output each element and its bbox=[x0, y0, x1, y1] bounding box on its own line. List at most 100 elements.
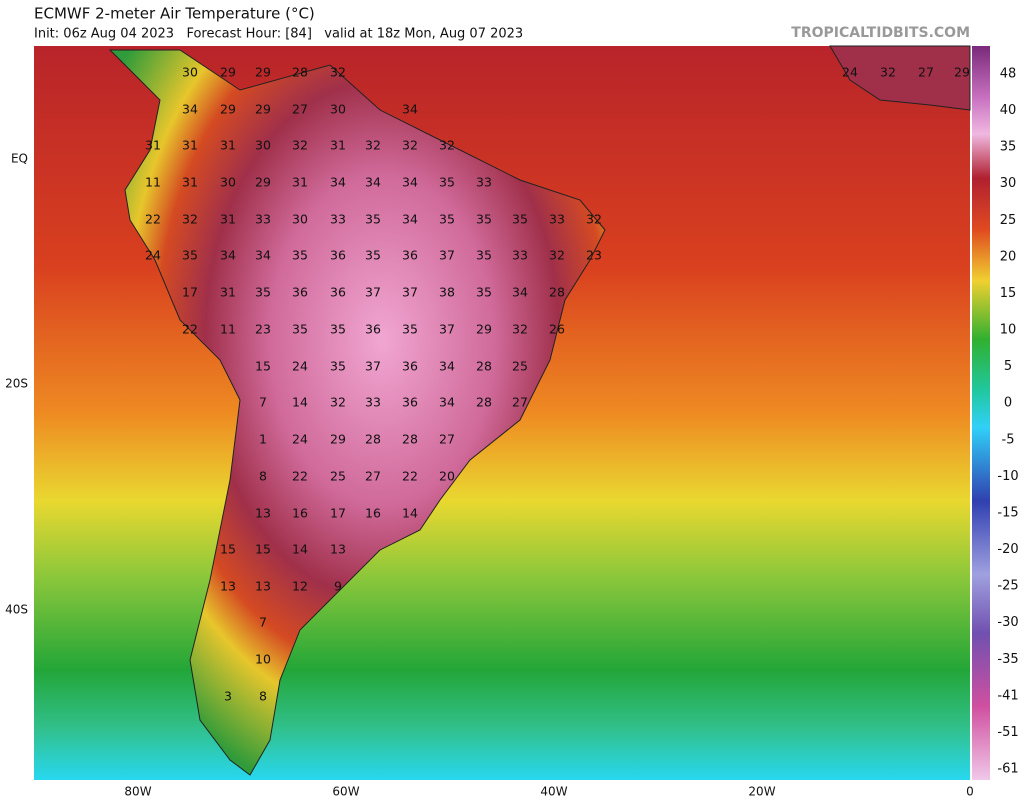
temperature-label: 37 bbox=[439, 322, 455, 337]
temperature-label: 20 bbox=[439, 469, 455, 484]
temperature-label: 7 bbox=[259, 395, 267, 410]
temperature-label: 35 bbox=[439, 175, 455, 190]
temperature-label: 35 bbox=[476, 248, 492, 263]
colorbar-label: -51 bbox=[997, 725, 1018, 740]
temperature-label: 29 bbox=[330, 432, 346, 447]
temperature-label: 23 bbox=[586, 248, 602, 263]
lon-label: 20W bbox=[748, 785, 775, 799]
colorbar-label: 48 bbox=[1000, 67, 1017, 82]
temperature-label: 34 bbox=[255, 248, 271, 263]
temperature-label: 29 bbox=[255, 102, 271, 117]
temperature-label: 28 bbox=[549, 285, 565, 300]
temperature-label: 37 bbox=[365, 285, 381, 300]
colorbar-label: -41 bbox=[997, 688, 1018, 703]
temperature-label: 34 bbox=[512, 285, 528, 300]
colorbar-label: -20 bbox=[997, 542, 1018, 557]
temperature-label: 36 bbox=[365, 322, 381, 337]
temperature-label: 35 bbox=[476, 285, 492, 300]
temperature-label: 15 bbox=[255, 542, 271, 557]
temperature-label: 33 bbox=[549, 212, 565, 227]
colorbar-label: -25 bbox=[997, 579, 1018, 594]
temperature-label: 24 bbox=[145, 248, 161, 263]
colorbar-label: 40 bbox=[1000, 103, 1017, 118]
temperature-label: 35 bbox=[402, 322, 418, 337]
temperature-label: 30 bbox=[182, 65, 198, 80]
temperature-label: 35 bbox=[292, 322, 308, 337]
temperature-label: 3 bbox=[224, 689, 232, 704]
temperature-label: 24 bbox=[842, 65, 858, 80]
temperature-label: 35 bbox=[365, 212, 381, 227]
africa bbox=[829, 45, 971, 111]
lat-label: 40S bbox=[5, 603, 28, 617]
temperature-label: 11 bbox=[145, 175, 161, 190]
temperature-label: 31 bbox=[145, 138, 161, 153]
temperature-label: 16 bbox=[292, 506, 308, 521]
temperature-label: 36 bbox=[402, 359, 418, 374]
temperature-label: 16 bbox=[365, 506, 381, 521]
temperature-label: 8 bbox=[259, 469, 267, 484]
temperature-label: 32 bbox=[292, 138, 308, 153]
temperature-label: 17 bbox=[182, 285, 198, 300]
temperature-label: 29 bbox=[954, 65, 970, 80]
temperature-label: 32 bbox=[365, 138, 381, 153]
temperature-label: 36 bbox=[402, 248, 418, 263]
temperature-label: 33 bbox=[255, 212, 271, 227]
temperature-label: 37 bbox=[402, 285, 418, 300]
temperature-label: 33 bbox=[512, 248, 528, 263]
lat-label: 20S bbox=[5, 377, 28, 391]
colorbar-label: -61 bbox=[997, 762, 1018, 777]
temperature-label: 8 bbox=[259, 689, 267, 704]
temperature-label: 31 bbox=[220, 285, 236, 300]
lat-label: EQ bbox=[11, 152, 28, 166]
colorbar-label: 25 bbox=[1000, 213, 1017, 228]
colorbar-label: -35 bbox=[997, 652, 1018, 667]
temperature-label: 32 bbox=[549, 248, 565, 263]
temperature-label: 22 bbox=[292, 469, 308, 484]
temperature-label: 37 bbox=[365, 359, 381, 374]
colorbar-label: -15 bbox=[997, 505, 1018, 520]
temperature-label: 28 bbox=[476, 395, 492, 410]
temperature-label: 25 bbox=[330, 469, 346, 484]
temperature-label: 36 bbox=[330, 248, 346, 263]
temperature-label: 34 bbox=[402, 102, 418, 117]
temperature-label: 29 bbox=[220, 65, 236, 80]
temperature-label: 28 bbox=[365, 432, 381, 447]
temperature-label: 30 bbox=[220, 175, 236, 190]
temperature-label: 36 bbox=[402, 395, 418, 410]
temperature-label: 35 bbox=[439, 212, 455, 227]
temperature-label: 34 bbox=[439, 359, 455, 374]
temperature-label: 32 bbox=[512, 322, 528, 337]
temperature-label: 24 bbox=[292, 432, 308, 447]
temperature-label: 28 bbox=[476, 359, 492, 374]
temperature-label: 13 bbox=[220, 579, 236, 594]
temperature-label: 31 bbox=[182, 175, 198, 190]
temperature-label: 34 bbox=[330, 175, 346, 190]
temperature-label: 7 bbox=[259, 615, 267, 630]
temperature-label: 32 bbox=[330, 395, 346, 410]
temperature-label: 15 bbox=[255, 359, 271, 374]
colorbar-label: -30 bbox=[997, 615, 1018, 630]
temperature-label: 30 bbox=[330, 102, 346, 117]
temperature-label: 25 bbox=[512, 359, 528, 374]
lon-label: 60W bbox=[332, 785, 359, 799]
temperature-label: 27 bbox=[439, 432, 455, 447]
labels: EQ 20S 40S 80W 60W 40W 20W 0 48 40 35 30 25 20 15 10 5 0 -… bbox=[5, 65, 1019, 799]
temperature-label: 29 bbox=[255, 65, 271, 80]
temperature-label: 30 bbox=[255, 138, 271, 153]
temperature-label: 24 bbox=[292, 359, 308, 374]
temperature-label: 31 bbox=[330, 138, 346, 153]
temperature-label: 34 bbox=[182, 102, 198, 117]
colorbar-label: 15 bbox=[1000, 286, 1017, 301]
temperature-label: 33 bbox=[476, 175, 492, 190]
temperature-label: 13 bbox=[255, 579, 271, 594]
temperature-label: 13 bbox=[330, 542, 346, 557]
temperature-label: 35 bbox=[330, 322, 346, 337]
subtitle: Init: 06z Aug 04 2023 Forecast Hour: [84… bbox=[34, 27, 523, 42]
temperature-label: 22 bbox=[402, 469, 418, 484]
temperature-label: 32 bbox=[402, 138, 418, 153]
temperature-label: 14 bbox=[292, 395, 308, 410]
temperature-label: 35 bbox=[476, 212, 492, 227]
temperature-label: 31 bbox=[182, 138, 198, 153]
colorbar-label: 35 bbox=[1000, 140, 1017, 155]
